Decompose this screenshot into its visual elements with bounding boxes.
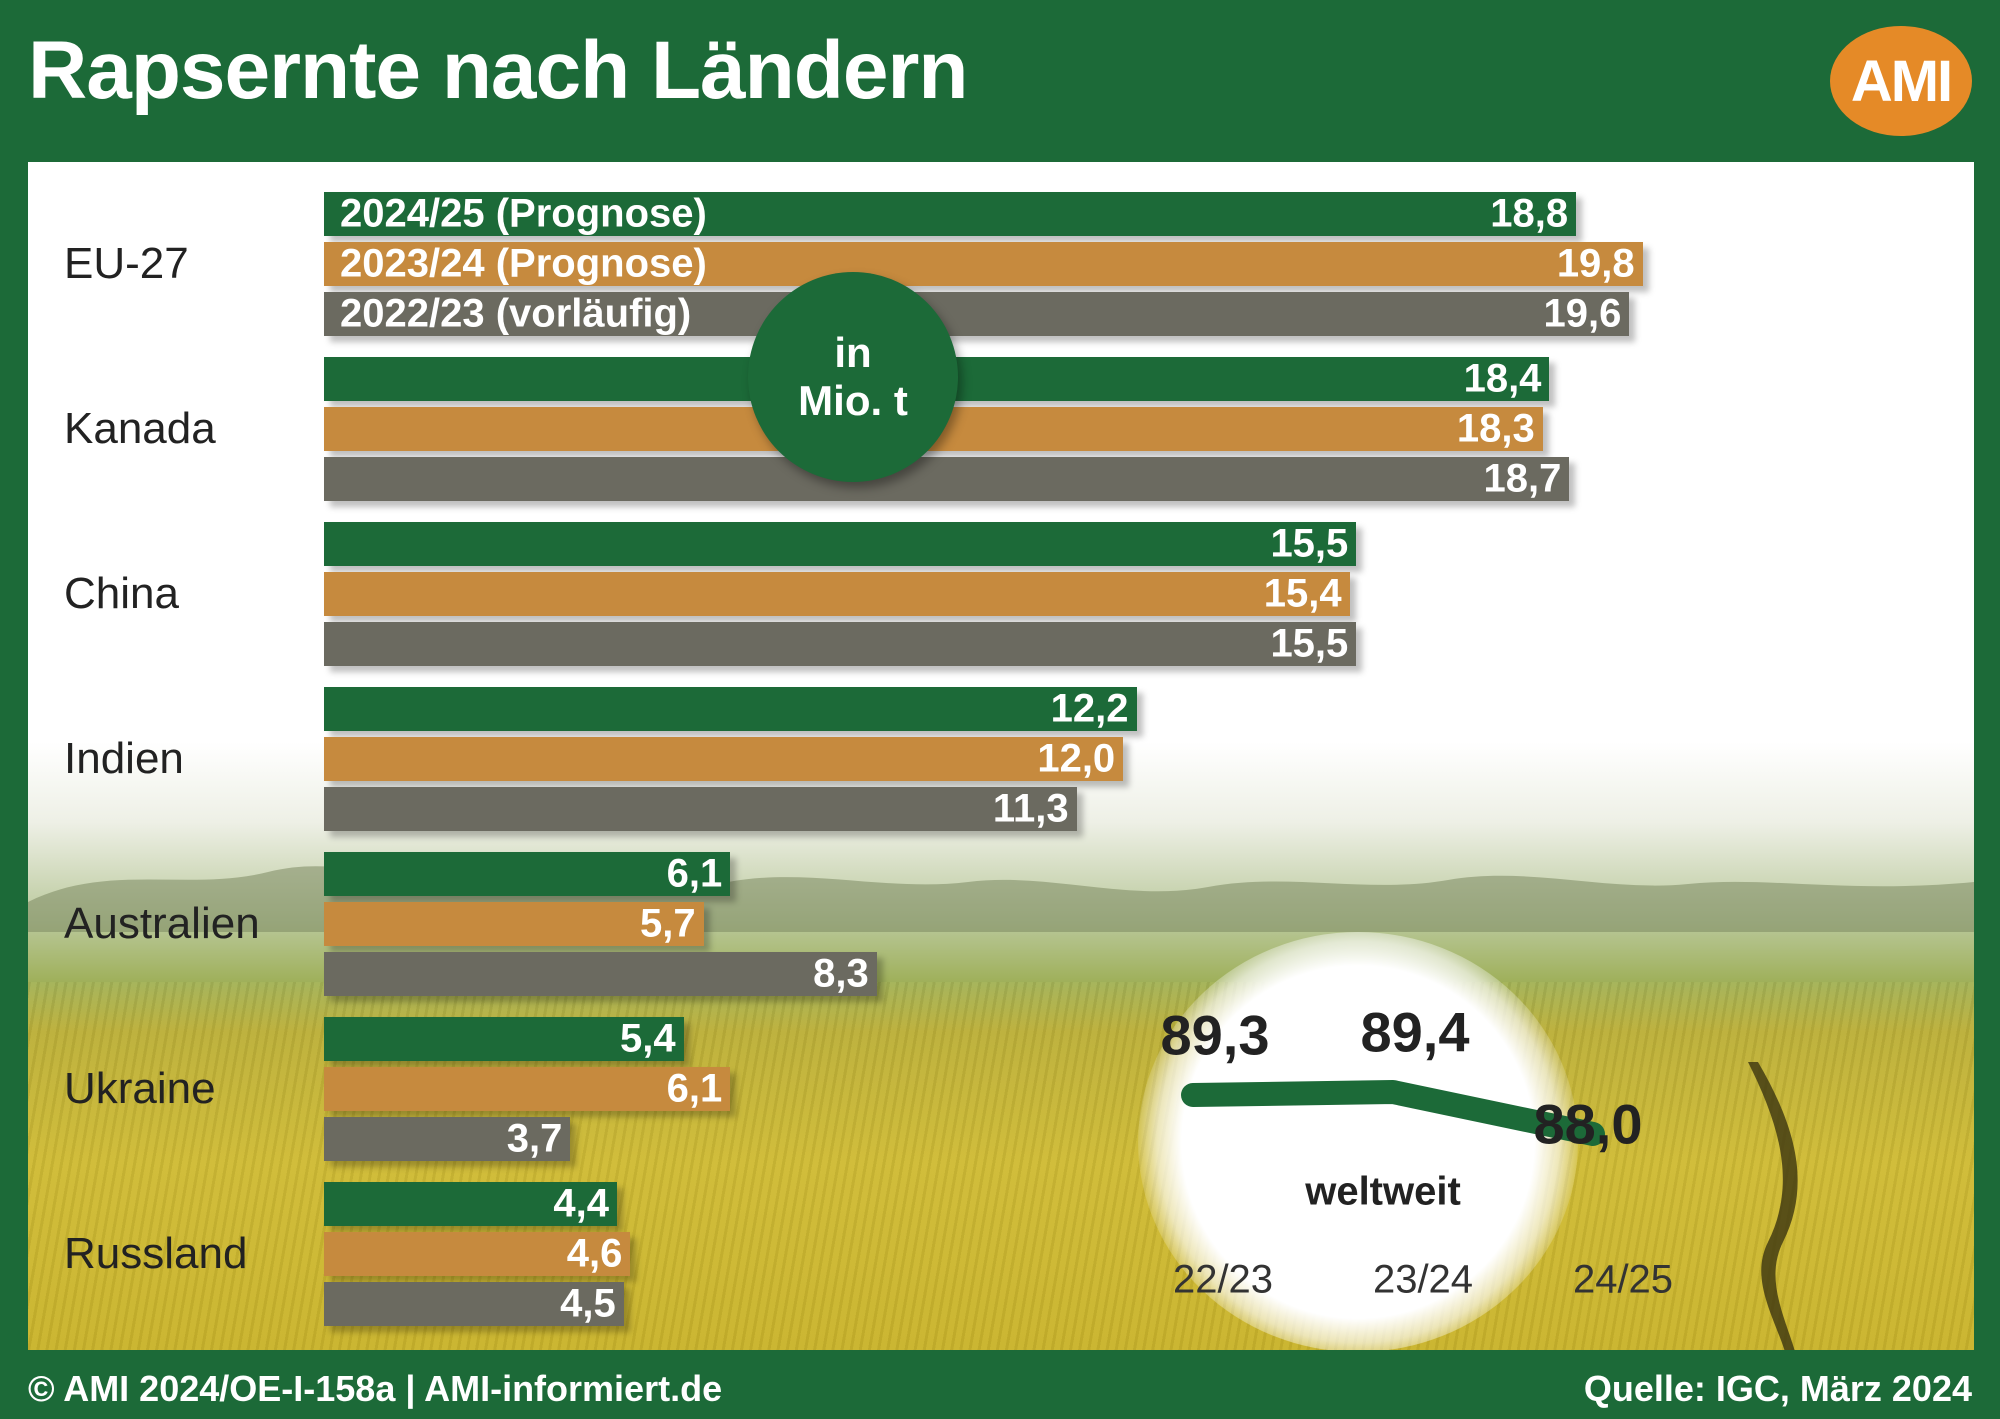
world-value-label: 89,3 xyxy=(1160,1003,1270,1067)
page-title: Rapsernte nach Ländern xyxy=(28,25,968,116)
world-x-tick-label: 24/25 xyxy=(1572,1257,1674,1302)
bar: 11,3 xyxy=(324,787,1077,831)
bar-value-label: 19,6 xyxy=(1543,291,1622,336)
unit-badge-line1: in xyxy=(834,328,872,376)
bar: 4,4 xyxy=(324,1181,618,1226)
bar-value-label: 12,0 xyxy=(1037,736,1116,781)
country-label: Ukraine xyxy=(64,1064,216,1113)
country-label: Indien xyxy=(64,734,184,783)
bar-value-label: 15,5 xyxy=(1270,621,1349,666)
chart-panel: EU-27 Kanada China Indien Australien Ukraine R… xyxy=(28,162,1974,1350)
world-series-line xyxy=(1181,1080,1605,1146)
legend-series-label: 2024/25 (Prognose) xyxy=(340,191,707,236)
bar-value-label: 15,4 xyxy=(1263,571,1342,616)
bar: 15,4 xyxy=(324,572,1350,616)
legend-series-label: 2023/24 (Prognose) xyxy=(340,241,707,286)
bar: 15,5 xyxy=(324,621,1357,666)
bar: 3,7 xyxy=(324,1116,571,1161)
field-furrow-decoration xyxy=(1748,1062,1798,1350)
bar-value-label: 18,8 xyxy=(1490,191,1569,236)
footer-source: Quelle: IGC, März 2024 xyxy=(1583,1368,1972,1409)
bar-value-label: 4,6 xyxy=(566,1231,623,1276)
legend-series-label: 2022/23 (vorläufig) xyxy=(340,291,692,336)
bar: 18,7 xyxy=(324,456,1570,501)
world-value-label: 89,4 xyxy=(1360,1000,1470,1064)
bar-value-label: 15,5 xyxy=(1270,521,1349,566)
world-x-tick-label: 22/23 xyxy=(1172,1257,1274,1302)
bar-value-label: 6,1 xyxy=(666,851,723,896)
bar-value-label: 18,3 xyxy=(1456,406,1535,451)
world-x-tick-label: 23/24 xyxy=(1372,1257,1474,1302)
bar: 19,8 2023/24 (Prognose) xyxy=(324,242,1643,286)
bar: 18,8 2024/25 (Prognose) xyxy=(324,191,1577,236)
world-inset-title: weltweit xyxy=(1305,1169,1461,1214)
photo-credit: Foto: fotolia xyxy=(1966,1337,1974,1350)
country-label: Kanada xyxy=(64,404,216,453)
bar-value-label: 12,2 xyxy=(1050,686,1129,731)
bar: 4,6 xyxy=(324,1231,631,1276)
bar-value-label: 18,7 xyxy=(1483,456,1562,501)
bar: 12,2 xyxy=(324,687,1137,731)
bar-value-label: 6,1 xyxy=(666,1066,723,1111)
bar: 4,5 xyxy=(324,1282,624,1326)
world-value-label: 88,0 xyxy=(1533,1092,1643,1156)
country-label: Australien xyxy=(64,899,260,948)
bar-value-label: 18,4 xyxy=(1463,356,1542,401)
bar: 19,6 2022/23 (vorläufig) xyxy=(324,291,1630,336)
bar-value-label: 4,4 xyxy=(553,1181,610,1226)
bar: 12,0 xyxy=(324,736,1124,781)
bar: 5,7 xyxy=(324,902,704,946)
country-label: EU-27 xyxy=(64,239,189,288)
bar: 8,3 xyxy=(324,952,877,996)
footer-copyright: © AMI 2024/OE-I-158a | AMI-informiert.de xyxy=(28,1368,723,1409)
bar: 15,5 xyxy=(324,521,1357,566)
bar-value-label: 8,3 xyxy=(813,951,869,996)
bar-value-label: 4,5 xyxy=(560,1281,616,1326)
bar: 6,1 xyxy=(324,1066,731,1111)
bar-value-label: 11,3 xyxy=(992,786,1069,831)
ami-logo: AMI xyxy=(1830,26,1972,136)
unit-badge: in Mio. t xyxy=(748,272,958,482)
bar-value-label: 3,7 xyxy=(506,1116,563,1161)
unit-badge-line2: Mio. t xyxy=(798,377,908,424)
bar-value-label: 5,4 xyxy=(620,1016,676,1061)
country-label: China xyxy=(64,569,179,618)
bar: 6,1 xyxy=(324,851,731,896)
bar-value-label: 19,8 xyxy=(1556,241,1635,286)
country-label: Russland xyxy=(64,1229,248,1278)
bar-value-label: 5,7 xyxy=(640,901,696,946)
world-inset-background xyxy=(1138,932,1578,1350)
bar: 5,4 xyxy=(324,1017,684,1061)
world-line-chart xyxy=(1181,1080,1605,1146)
